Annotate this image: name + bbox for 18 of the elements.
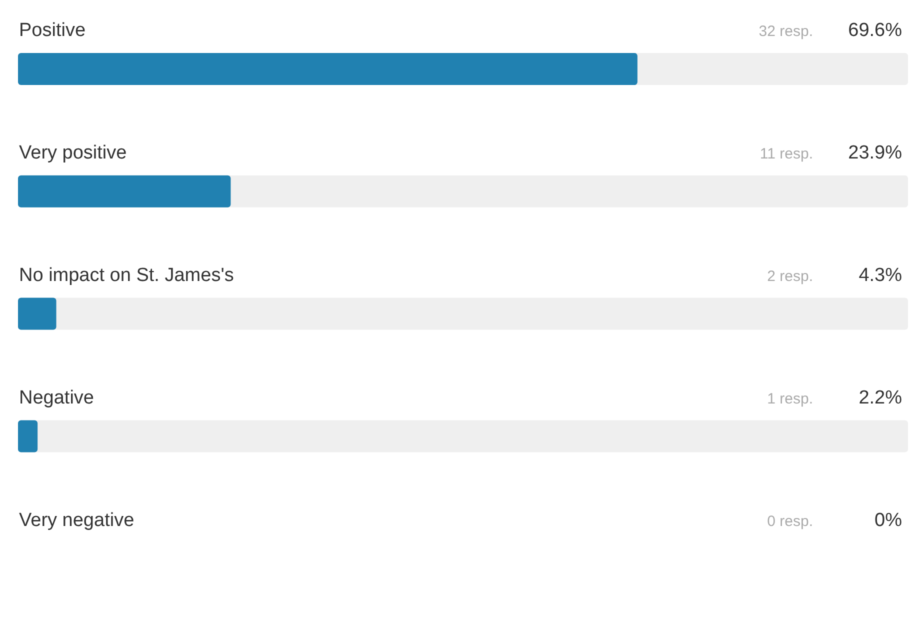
annotation: 2 resp.	[767, 268, 813, 285]
data-label: 69.6%	[848, 20, 902, 42]
data-label: 23.9%	[848, 142, 902, 164]
annotation: 11 resp.	[760, 146, 813, 163]
y-tick-label: Very positive	[19, 142, 127, 164]
annotation: 32 resp.	[758, 23, 813, 40]
data-label: 2.2%	[858, 387, 902, 408]
bar	[18, 175, 231, 208]
annotation: 1 resp.	[767, 390, 813, 408]
bar	[18, 298, 56, 330]
data-label: 4.3%	[858, 265, 902, 286]
y-tick-label: No impact on St. James's	[19, 265, 234, 286]
bar	[18, 420, 38, 452]
y-tick-label: Very negative	[19, 510, 134, 531]
y-tick-label: Negative	[19, 387, 94, 408]
annotation: 0 resp.	[767, 512, 813, 530]
data-label: 0%	[874, 510, 902, 531]
y-tick-label: Positive	[19, 20, 86, 42]
